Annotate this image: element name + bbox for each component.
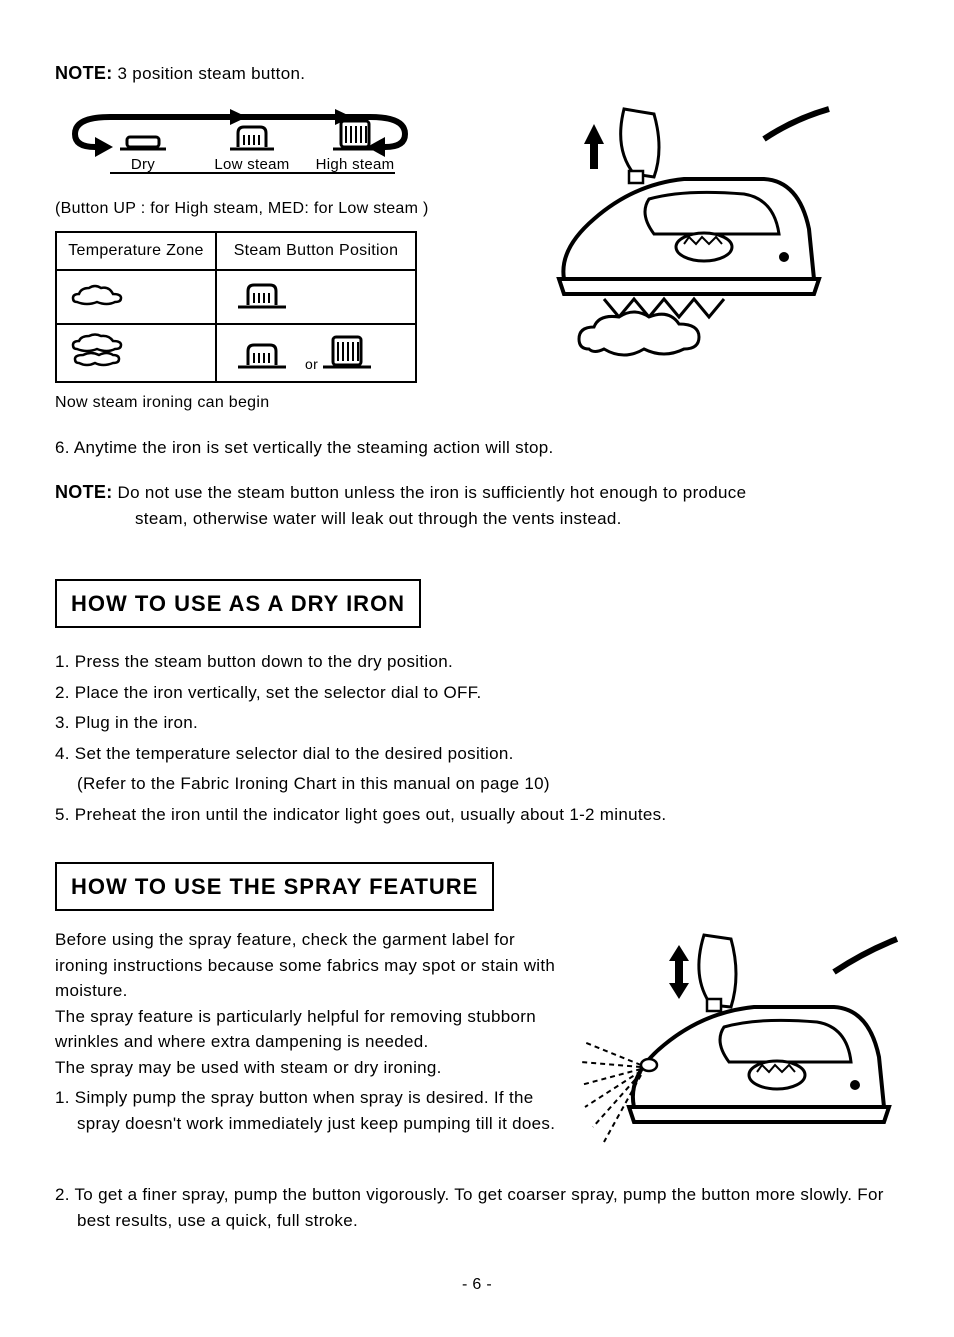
list-item: 3. Plug in the iron. bbox=[55, 710, 899, 736]
iron-spray-illustration bbox=[579, 927, 899, 1177]
steam-cycle-diagram: Dry Low steam High steam bbox=[55, 99, 425, 189]
svg-text:High steam: High steam bbox=[316, 156, 395, 173]
iron-steam-icon bbox=[534, 99, 834, 399]
th-position: Steam Button Position bbox=[216, 232, 416, 270]
table-row: or bbox=[56, 324, 416, 382]
th-zone: Temperature Zone bbox=[56, 232, 216, 270]
left-column: Dry Low steam High steam (Button UP : fo… bbox=[55, 99, 429, 415]
spray-para-1: Before using the spray feature, check th… bbox=[55, 927, 559, 1004]
list-item: 4. Set the temperature selector dial to … bbox=[55, 741, 899, 767]
iron-spray-icon bbox=[579, 927, 899, 1177]
spray-text-column: Before using the spray feature, check th… bbox=[55, 927, 559, 1177]
list-item: 1. Simply pump the spray button when spr… bbox=[55, 1085, 559, 1136]
table-header-row: Temperature Zone Steam Button Position bbox=[56, 232, 416, 270]
cloud-2-icon bbox=[67, 333, 127, 373]
section-spray-title: HOW TO USE THE SPRAY FEATURE bbox=[55, 862, 494, 911]
list-item: 1. Press the steam button down to the dr… bbox=[55, 649, 899, 675]
cell-pos-1 bbox=[216, 270, 416, 324]
note-1-text: 3 position steam button. bbox=[118, 64, 306, 83]
begin-text: Now steam ironing can begin bbox=[55, 391, 429, 415]
steam-position-table: Temperature Zone Steam Button Position bbox=[55, 231, 417, 383]
note-1-label: NOTE: bbox=[55, 63, 113, 83]
top-illustration-row: Dry Low steam High steam (Button UP : fo… bbox=[55, 99, 899, 415]
page-number: - 6 - bbox=[55, 1273, 899, 1297]
note-1: NOTE: 3 position steam button. bbox=[55, 60, 899, 87]
list-item: 2. To get a finer spray, pump the button… bbox=[55, 1182, 899, 1233]
button-caption: (Button UP : for High steam, MED: for Lo… bbox=[55, 197, 429, 221]
cell-zone-2 bbox=[56, 324, 216, 382]
svg-text:Low steam: Low steam bbox=[214, 156, 289, 173]
list-item: 5. Preheat the iron until the indicator … bbox=[55, 802, 899, 828]
note-2-line2: steam, otherwise water will leak out thr… bbox=[55, 509, 622, 528]
cell-zone-1 bbox=[56, 270, 216, 324]
list-item: (Refer to the Fabric Ironing Chart in th… bbox=[55, 771, 899, 797]
low-or-high-icon: or bbox=[227, 331, 387, 375]
svg-text:Dry: Dry bbox=[131, 156, 155, 173]
list-item: 2. Place the iron vertically, set the se… bbox=[55, 680, 899, 706]
spray-step-2: 2. To get a finer spray, pump the button… bbox=[55, 1182, 899, 1233]
note-2-label: NOTE: bbox=[55, 482, 113, 502]
low-steam-icon bbox=[227, 279, 297, 315]
note-2: NOTE: Do not use the steam button unless… bbox=[55, 479, 899, 532]
spray-para-2: The spray feature is particularly helpfu… bbox=[55, 1004, 559, 1055]
dry-iron-steps: 1. Press the steam button down to the dr… bbox=[55, 649, 899, 827]
note-2-line1: Do not use the steam button unless the i… bbox=[118, 483, 747, 502]
spray-para-3: The spray may be used with steam or dry … bbox=[55, 1055, 559, 1081]
section-dry-title: HOW TO USE AS A DRY IRON bbox=[55, 579, 421, 628]
svg-text:or: or bbox=[305, 356, 318, 372]
table-row bbox=[56, 270, 416, 324]
step-6: 6. Anytime the iron is set vertically th… bbox=[55, 435, 899, 461]
iron-steam-illustration bbox=[469, 99, 899, 415]
cloud-1-icon bbox=[67, 282, 127, 312]
spray-content-row: Before using the spray feature, check th… bbox=[55, 927, 899, 1177]
cell-pos-2: or bbox=[216, 324, 416, 382]
spray-steps-short: 1. Simply pump the spray button when spr… bbox=[55, 1085, 559, 1136]
